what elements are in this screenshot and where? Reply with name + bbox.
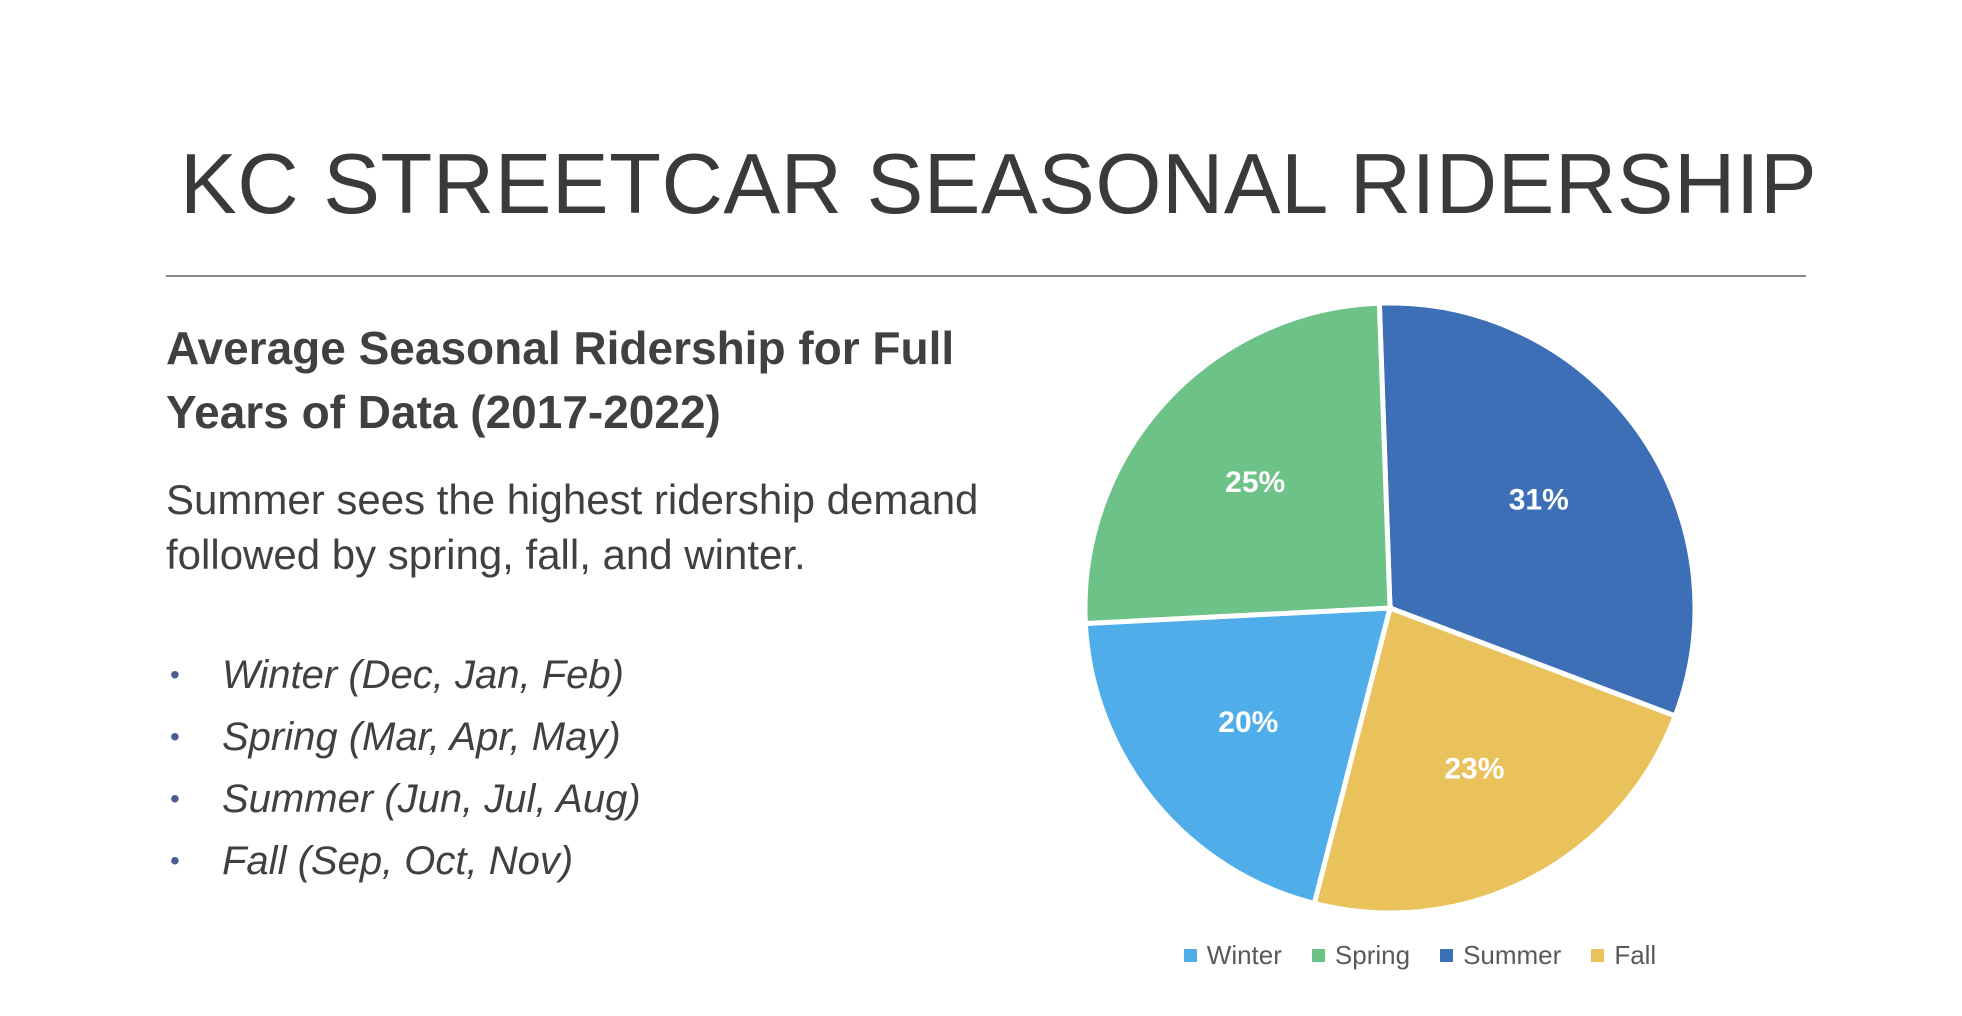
- legend-swatch: [1591, 949, 1605, 962]
- legend-label: Winter: [1206, 940, 1282, 970]
- season-item-spring: • Spring (Mar, Apr, May): [166, 706, 1046, 768]
- legend-item-spring: Spring: [1311, 940, 1411, 971]
- chart-legend: Winter Spring Summer Fall: [1080, 940, 1760, 971]
- slide-subtitle: Average Seasonal Ridership for Full Year…: [166, 322, 955, 438]
- season-item-label: Summer (Jun, Jul, Aug): [222, 777, 641, 821]
- legend-swatch: [1440, 949, 1454, 962]
- slide-title: KC STREETCAR SEASONAL RIDERSHIP: [180, 137, 1818, 232]
- season-item-label: Winter (Dec, Jan, Feb): [222, 653, 624, 697]
- pie-chart-svg: 31% 23% 20% 25%: [1082, 300, 1698, 916]
- legend-item-fall: Fall: [1591, 940, 1656, 971]
- legend-label: Summer: [1463, 940, 1562, 970]
- season-item-summer: • Summer (Jun, Jul, Aug): [166, 768, 1046, 830]
- legend-item-summer: Summer: [1440, 940, 1561, 971]
- bullet-icon: •: [170, 783, 180, 814]
- bullet-icon: •: [170, 721, 180, 752]
- season-item-fall: • Fall (Sep, Oct, Nov): [166, 830, 1046, 892]
- title-divider: [166, 275, 1806, 277]
- data-label-summer: 31%: [1509, 483, 1569, 516]
- bullet-icon: •: [170, 845, 180, 876]
- season-item-label: Spring (Mar, Apr, May): [222, 715, 621, 759]
- pie-slice-summer: [1376, 300, 1698, 720]
- legend-swatch: [1311, 949, 1325, 962]
- pie-chart: 31% 23% 20% 25% Winter Spring Summer Fall: [1080, 290, 1760, 1010]
- legend-label: Spring: [1334, 940, 1411, 970]
- summary-text: Summer sees the highest ridership demand…: [166, 476, 979, 578]
- season-item-winter: • Winter (Dec, Jan, Feb): [166, 644, 1046, 706]
- pie-slice-winter: [1082, 605, 1394, 907]
- season-item-label: Fall (Sep, Oct, Nov): [222, 839, 574, 883]
- data-label-winter: 20%: [1218, 706, 1278, 739]
- data-label-fall: 23%: [1444, 752, 1504, 785]
- pie-slice-spring: [1082, 300, 1393, 627]
- pie-slice-fall: [1311, 604, 1679, 916]
- legend-item-winter: Winter: [1183, 940, 1282, 971]
- legend-swatch: [1183, 949, 1197, 962]
- season-list: • Winter (Dec, Jan, Feb) • Spring (Mar, …: [166, 644, 1046, 892]
- data-label-spring: 25%: [1225, 466, 1285, 499]
- text-panel: Average Seasonal Ridership for Full Year…: [166, 316, 1046, 892]
- bullet-icon: •: [170, 659, 180, 690]
- legend-label: Fall: [1614, 940, 1657, 970]
